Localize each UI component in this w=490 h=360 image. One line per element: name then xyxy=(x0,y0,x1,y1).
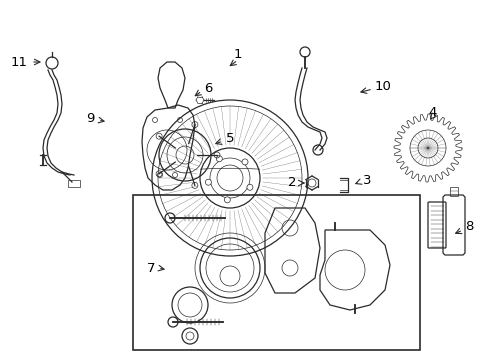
Text: 11: 11 xyxy=(11,55,28,68)
Bar xyxy=(68,180,80,187)
Circle shape xyxy=(242,159,248,165)
Circle shape xyxy=(247,184,253,190)
Text: 8: 8 xyxy=(465,220,473,234)
Text: 10: 10 xyxy=(375,80,392,93)
Text: 1: 1 xyxy=(234,49,242,62)
Text: 4: 4 xyxy=(429,105,437,118)
Text: 6: 6 xyxy=(204,81,212,94)
Circle shape xyxy=(205,179,211,185)
Text: 7: 7 xyxy=(147,261,155,274)
Circle shape xyxy=(216,156,222,162)
Text: 5: 5 xyxy=(226,131,235,144)
Text: 3: 3 xyxy=(363,174,371,186)
Bar xyxy=(133,195,420,350)
Bar xyxy=(450,187,458,196)
Circle shape xyxy=(224,197,230,203)
Text: 2: 2 xyxy=(288,176,296,189)
Text: 9: 9 xyxy=(86,112,94,125)
